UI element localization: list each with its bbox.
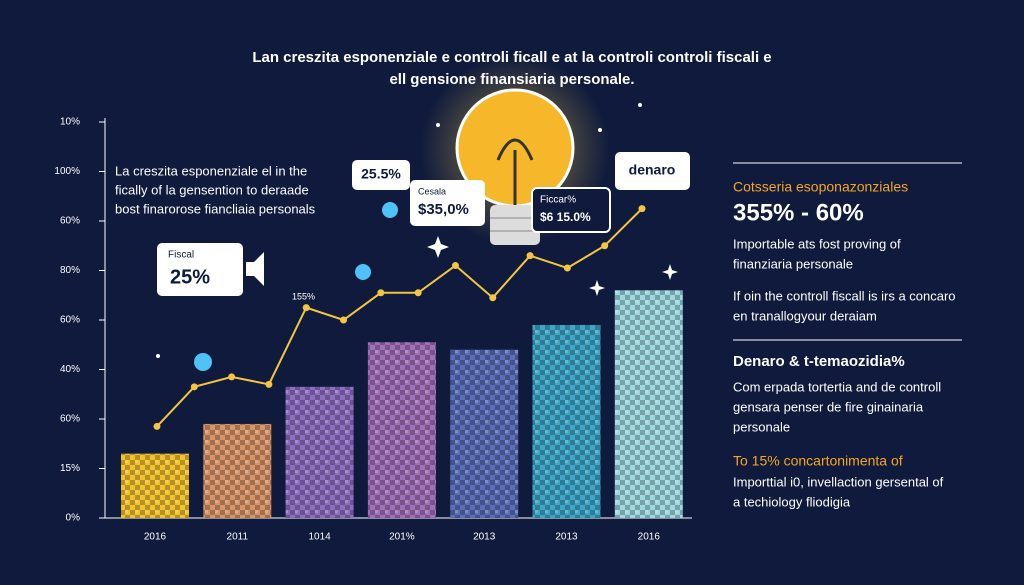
trend-point	[302, 304, 310, 312]
panel-subheading: Denaro & t-temaozidia%	[733, 353, 905, 370]
panel-text: Importtial i0, invellaction gersental of	[733, 474, 944, 489]
bar-texture	[614, 290, 683, 518]
icons	[194, 202, 398, 371]
panel-text: gensara penser de fire ginainaria	[733, 399, 924, 414]
panel-text: a techiology fliodigia	[733, 494, 851, 509]
x-tick-label: 2016	[144, 532, 167, 543]
chart-title: ell gensione finansiaria personale.	[389, 71, 634, 88]
annotation: Fiscal	[168, 250, 194, 261]
annotation: 25.5%	[361, 166, 401, 182]
x-tick-label: 2013	[555, 532, 578, 543]
x-tick-label: 2013	[473, 532, 496, 543]
x-tick-label: 1014	[308, 532, 331, 543]
description: La creszita esponenziale el in the	[115, 163, 307, 178]
description: bost finarorose fiancliaia personals	[115, 201, 316, 216]
panel-callout: To 15% concartonimenta of	[733, 453, 903, 469]
y-tick-label: 10%	[60, 117, 80, 128]
bar-texture	[367, 342, 436, 518]
y-tick-label: 80%	[60, 265, 80, 276]
trend-point	[228, 373, 236, 381]
chart-title: Lan creszita esponenziale e controli fic…	[252, 49, 771, 66]
annotation: 25%	[170, 266, 210, 288]
trend-point	[638, 205, 646, 213]
sparkles	[156, 103, 678, 358]
bar-texture	[121, 453, 189, 518]
bar-texture	[450, 349, 519, 518]
trend-point	[153, 422, 161, 430]
panel-text: If oin the controll fiscall is irs a con…	[733, 288, 956, 303]
trend-point	[601, 242, 609, 250]
annotation: 155%	[292, 291, 315, 301]
y-tick-label: 40%	[60, 364, 80, 375]
annotation: $35,0%	[418, 201, 469, 218]
y-tick-label: 60%	[60, 315, 80, 326]
panel-text: en tranallogyour deraiam	[733, 308, 877, 323]
trend-point	[451, 262, 459, 270]
bar-texture	[203, 423, 272, 518]
annotation: $6 15.0%	[540, 210, 591, 224]
trend-point	[377, 289, 385, 297]
panel-text: Com erpada tortertia and de controll	[733, 379, 941, 394]
trend-point	[340, 316, 348, 324]
y-tick-label: 60%	[60, 216, 80, 227]
trend-point	[190, 383, 198, 391]
trend-line	[156, 207, 643, 428]
trend-point	[526, 252, 534, 260]
y-tick-label: 0%	[66, 513, 81, 524]
annotation: Cesala	[418, 186, 446, 196]
panel-text: finanziaria personale	[733, 256, 853, 271]
y-tick-label: 100%	[54, 166, 80, 177]
y-tick-label: 60%	[60, 414, 80, 425]
panel-text: Importable ats fost proving of	[733, 236, 901, 251]
description: fically of la gensention to deraade	[115, 182, 309, 197]
panel-text: personale	[733, 419, 790, 434]
trend-point	[265, 380, 273, 388]
panel-highlight: 355% - 60%	[733, 199, 864, 226]
trend-point	[489, 294, 497, 302]
y-tick-label: 15%	[60, 463, 80, 474]
bar-texture	[532, 324, 601, 518]
annotation: denaro	[629, 162, 676, 178]
x-tick-label: 2011	[227, 532, 249, 543]
annotation: Ficcar%	[540, 195, 576, 206]
x-tick-label: 2016	[638, 532, 661, 543]
panel-heading: Cotsseria esoponazonziales	[733, 179, 908, 195]
x-tick-label: 201%	[389, 532, 415, 543]
trend-point	[563, 264, 571, 272]
callout-boxes	[157, 152, 690, 296]
trend-point	[414, 289, 422, 297]
bar-texture	[285, 386, 354, 518]
